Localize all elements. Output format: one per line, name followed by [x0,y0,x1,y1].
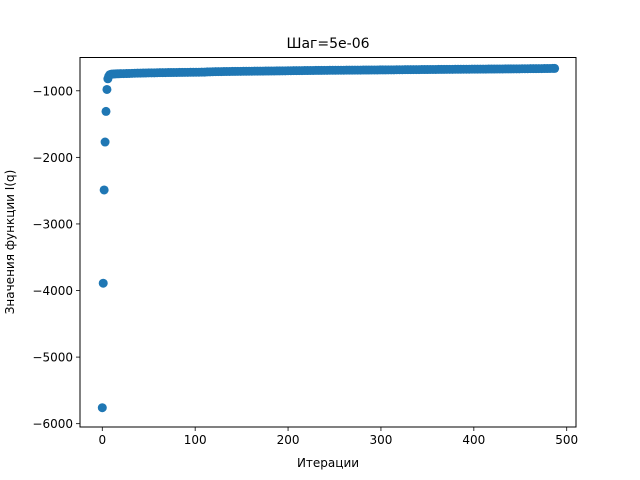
data-point [550,63,560,73]
plot-area-frame [79,57,577,428]
x-axis-ticks: 0 100 200 300 400 500 [98,427,578,447]
y-axis-label: Значения функции I(q) [3,170,17,315]
x-tick-label: 300 [369,433,392,447]
x-axis-label: Итерации [297,456,359,470]
y-axis-ticks: −6000 −5000 −4000 −3000 −2000 −1000 [32,84,80,431]
data-point [102,84,112,94]
x-tick-label: 100 [184,433,207,447]
x-tick-label: 0 [98,433,106,447]
data-point [100,137,110,147]
data-point [97,403,107,413]
y-tick-label: −2000 [32,151,73,165]
chart-title: Шаг=5e-06 [286,36,369,52]
y-tick-label: −1000 [32,84,73,98]
y-tick-label: −5000 [32,351,73,365]
data-point [98,278,108,288]
data-points [97,63,560,413]
y-tick-label: −4000 [32,284,73,298]
x-tick-label: 200 [277,433,300,447]
y-tick-label: −3000 [32,217,73,231]
data-point [99,185,109,195]
data-point [101,106,111,116]
y-tick-label: −6000 [32,417,73,431]
x-tick-label: 400 [462,433,485,447]
x-tick-label: 500 [555,433,578,447]
